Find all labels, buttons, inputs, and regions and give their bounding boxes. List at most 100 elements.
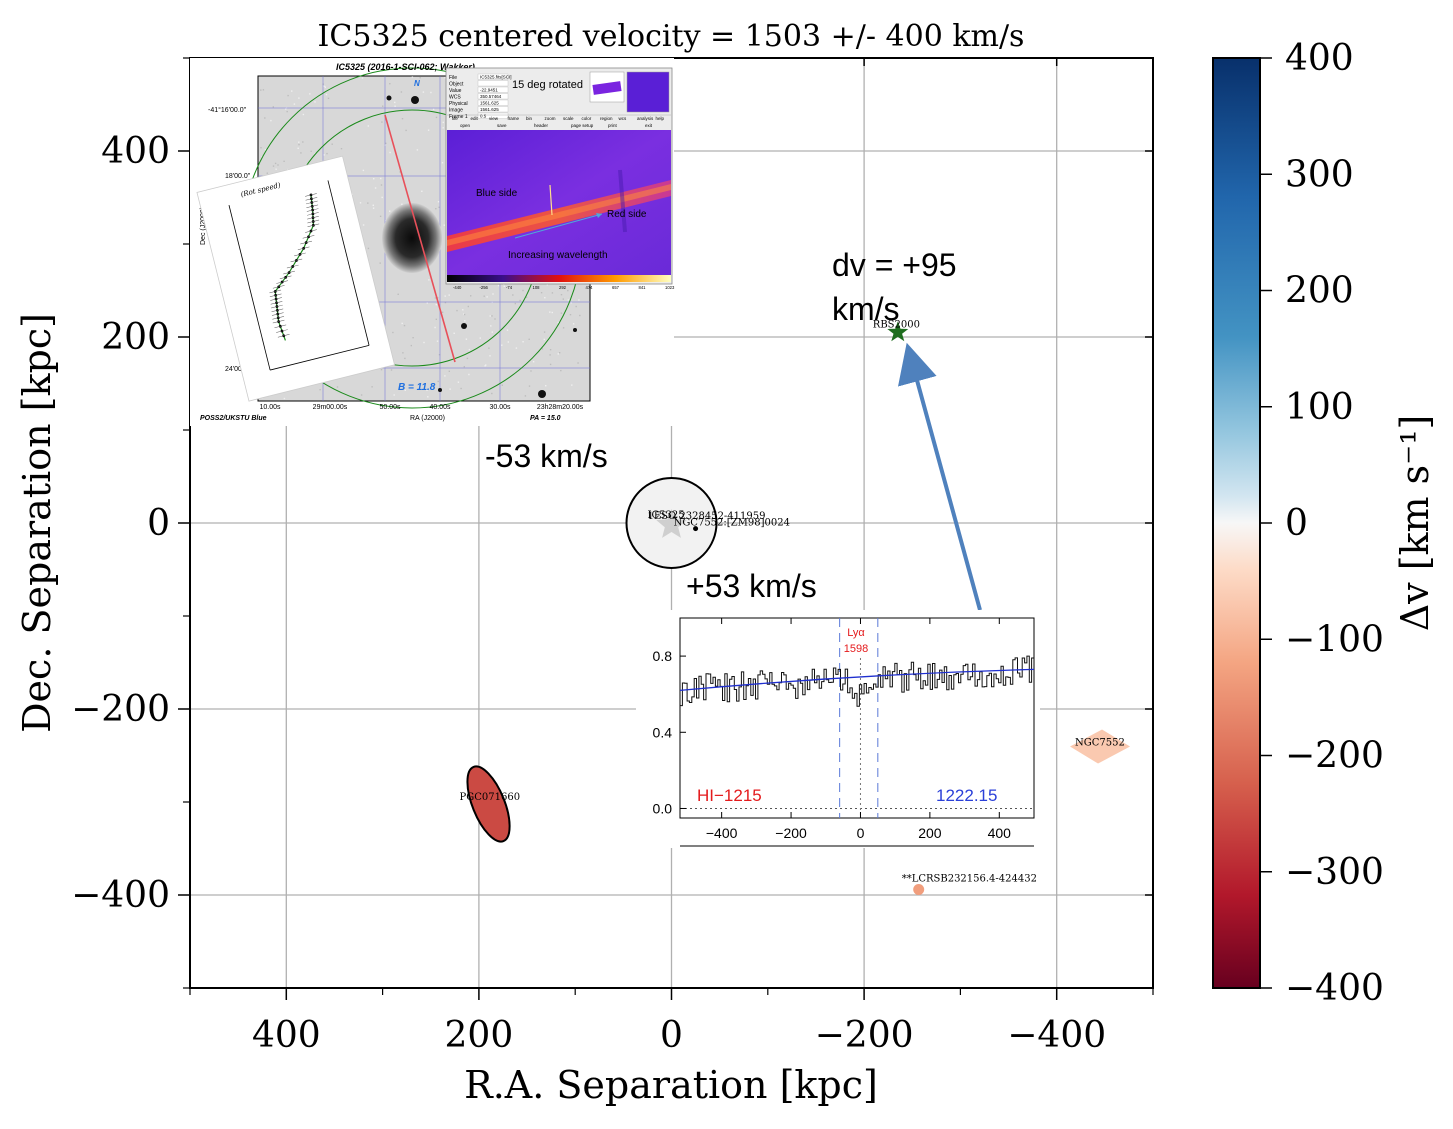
sky-speckle <box>401 322 403 325</box>
x-tick-label: −200 <box>815 1015 914 1056</box>
ds9-menu-item[interactable]: color <box>582 116 592 121</box>
blue-side-label: Blue side <box>476 188 518 199</box>
ds9-button[interactable]: exit <box>645 123 653 128</box>
ds9-menu-item[interactable]: analysis <box>637 116 654 121</box>
sky-speckle <box>464 320 466 322</box>
sky-speckle <box>371 386 373 388</box>
sky-speckle <box>503 285 505 287</box>
sky-speckle <box>324 86 326 88</box>
ds9-button[interactable]: print <box>608 123 618 128</box>
ds9-menu-item[interactable]: edit <box>471 116 479 121</box>
y-tick-label: 200 <box>101 317 170 358</box>
sky-speckle <box>457 381 460 383</box>
ds9-info-field <box>477 106 509 113</box>
ds9-button[interactable]: save <box>497 123 507 128</box>
sky-speckle <box>444 77 446 79</box>
ds9-menu-item[interactable]: scale <box>563 116 574 121</box>
spectrum-ticks: −400 −200 0 200 400 0.0 0.4 0.8 <box>653 618 1034 847</box>
inset-title: IC5325 (2016-1-SCI-062; Wakker) <box>336 62 475 72</box>
sky-speckle <box>512 294 514 296</box>
sky-speckle <box>382 105 384 107</box>
ds9-menu-item[interactable]: region <box>600 116 613 121</box>
ds9-button[interactable]: header <box>534 123 549 128</box>
ra-tick-label: 29m00.00s <box>313 404 348 411</box>
sky-speckle <box>432 108 435 110</box>
sky-speckle <box>490 325 492 327</box>
colorbar-ticks: 400 300 200 100 0 −100 −200 −300 −400 <box>1260 38 1384 1009</box>
sketch-errorbar <box>307 212 319 216</box>
sky-speckle <box>374 187 377 189</box>
sky-speckle <box>435 303 437 306</box>
galaxy-pgc071660 <box>466 765 511 843</box>
sky-speckle <box>575 305 577 308</box>
colorbar-tick-label: −100 <box>1285 619 1384 660</box>
sky-speckle <box>423 341 425 344</box>
sky-speckle <box>506 329 509 331</box>
sky-speckle <box>541 348 544 350</box>
sky-speckle <box>293 103 296 105</box>
sketch-errorbar <box>305 229 317 233</box>
galaxy-label: NGC7552:[ZM98]0024 <box>674 518 790 529</box>
sky-speckle <box>444 375 446 377</box>
sky-speckle <box>404 389 406 391</box>
sky-speckle <box>501 344 503 346</box>
ds9-info-key: Frame 1 <box>449 114 468 120</box>
sky-speckle <box>557 353 559 355</box>
sky-speckle <box>557 321 559 324</box>
sketch-errorbar <box>283 270 295 275</box>
sky-speckle <box>465 338 468 340</box>
sky-speckle <box>361 77 364 79</box>
ds9-menu-item[interactable]: frame <box>508 116 520 121</box>
dec-label-1: -41°16'00.0" <box>208 106 247 114</box>
y-tick-label: −200 <box>71 689 170 730</box>
ds9-button[interactable]: open <box>460 123 471 128</box>
slit-line <box>384 114 456 363</box>
sky-speckle <box>525 296 528 298</box>
sky-speckle <box>359 202 362 204</box>
sky-speckle <box>326 152 328 155</box>
sky-speckle <box>488 347 490 349</box>
sketch-errorbar <box>305 200 318 205</box>
sky-speckle <box>435 208 437 210</box>
sky-speckle <box>549 311 551 313</box>
sky-speckle <box>497 284 500 287</box>
sky-speckle <box>560 294 563 296</box>
sky-speckle <box>260 147 262 149</box>
ds9-menu-item[interactable]: wcs <box>619 116 627 121</box>
sky-speckle <box>492 293 494 295</box>
sky-speckle <box>309 93 311 95</box>
ds9-menu-item[interactable]: help <box>656 116 665 121</box>
sketch-dots <box>269 193 320 338</box>
colorbar-tick-label: 100 <box>1285 387 1354 428</box>
sky-speckle <box>441 162 444 164</box>
ds9-menu-item[interactable]: file <box>452 116 458 121</box>
sky-speckle <box>437 297 439 299</box>
sky-speckle <box>319 389 321 391</box>
sky-speckle <box>463 313 466 316</box>
ds9-menu-item[interactable]: view <box>489 116 499 121</box>
sky-speckle <box>270 119 272 122</box>
sky-speckle <box>381 121 383 123</box>
sketch-errorbar <box>290 258 303 263</box>
sky-speckle <box>392 331 394 334</box>
ds9-colorbar-tick: 1023 <box>665 285 675 290</box>
sky-speckle <box>297 147 299 149</box>
ds9-info-field <box>477 112 509 119</box>
sky-speckle <box>444 295 446 297</box>
sky-speckle <box>540 292 543 294</box>
spectrum-left-label: HI−1215 <box>697 786 762 805</box>
ds9-menu-item[interactable]: bin <box>526 116 533 121</box>
ds9-menu-item[interactable]: zoom <box>545 116 556 121</box>
sky-speckle <box>543 338 545 341</box>
ds9-button[interactable]: page setup <box>571 123 594 128</box>
colorbar-tick-label: 300 <box>1285 154 1354 195</box>
sky-speckle <box>412 337 414 339</box>
colorbar-tick-label: 200 <box>1285 271 1354 312</box>
sky-speckle <box>272 165 275 167</box>
sketch-errorbar <box>276 329 288 333</box>
red-side-label: Red side <box>607 209 647 220</box>
sky-speckle <box>562 298 564 300</box>
sky-speckle <box>549 354 551 356</box>
dec-axis-label: Dec (J2000) <box>200 207 207 245</box>
